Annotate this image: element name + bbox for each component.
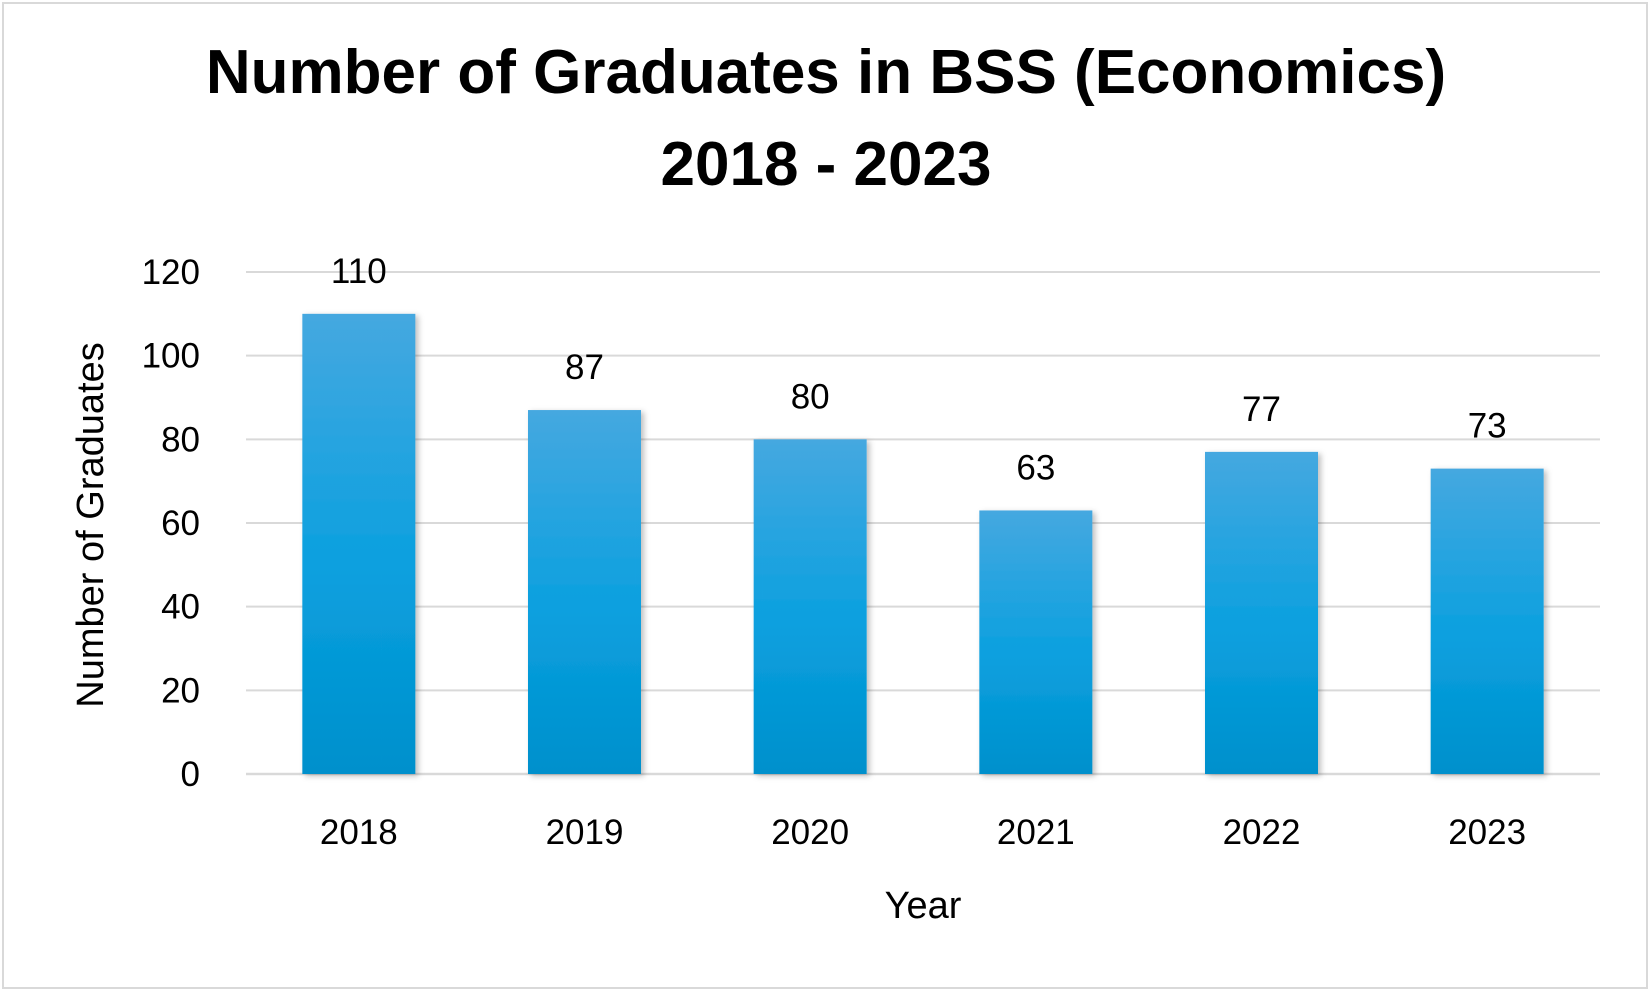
x-axis-title: Year <box>885 885 962 927</box>
data-labels: 110 87 80 63 77 73 <box>331 252 1507 488</box>
x-axis-ticks: 2018 2019 2020 2021 2022 2023 <box>320 813 1526 852</box>
x-tick-label: 2022 <box>1223 813 1301 852</box>
data-label-2019: 87 <box>565 348 604 387</box>
bar-2018 <box>302 313 416 774</box>
y-tick-label: 0 <box>181 755 200 794</box>
bars <box>302 313 1544 774</box>
data-label-2022: 77 <box>1242 390 1281 429</box>
bar-2023 <box>1430 468 1544 774</box>
x-tick-label: 2018 <box>320 813 398 852</box>
bar-2020 <box>753 439 867 774</box>
data-label-2020: 80 <box>791 377 830 416</box>
y-tick-label: 60 <box>161 504 200 543</box>
data-label-2023: 73 <box>1468 407 1507 446</box>
y-tick-label: 20 <box>161 671 200 710</box>
data-label-2021: 63 <box>1016 448 1055 487</box>
y-axis-title: Number of Graduates <box>70 342 112 707</box>
y-tick-label: 100 <box>142 337 200 376</box>
data-label-2018: 110 <box>331 252 387 291</box>
x-tick-label: 2020 <box>771 813 849 852</box>
x-tick-label: 2019 <box>546 813 624 852</box>
chart-title-line2: 2018 - 2023 <box>660 130 992 199</box>
chart-title-line1: Number of Graduates in BSS (Economics) <box>205 38 1447 107</box>
bar-2022 <box>1205 451 1318 774</box>
x-tick-label: 2021 <box>997 813 1075 852</box>
x-tick-label: 2023 <box>1448 813 1526 852</box>
y-tick-label: 120 <box>142 253 200 292</box>
gridlines <box>246 271 1600 776</box>
bar-2019 <box>528 410 641 774</box>
y-tick-label: 80 <box>161 420 200 459</box>
y-tick-label: 40 <box>161 588 200 627</box>
bar-2021 <box>979 510 1093 774</box>
y-axis-ticks: 0 20 40 60 80 100 120 <box>142 253 200 794</box>
